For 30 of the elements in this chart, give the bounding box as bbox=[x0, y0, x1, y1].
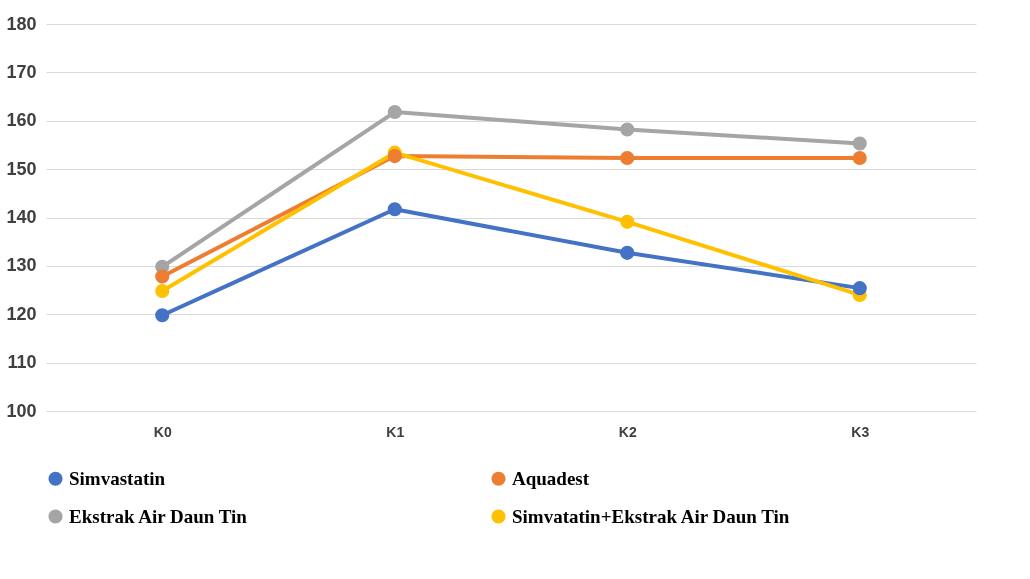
point bbox=[620, 245, 635, 260]
x-tick-label: K3 bbox=[851, 423, 870, 440]
x-tick-label: K0 bbox=[153, 423, 172, 440]
point bbox=[155, 283, 170, 299]
point bbox=[620, 122, 635, 137]
legend-label: Ekstrak Air Daun Tin bbox=[69, 505, 248, 527]
point bbox=[155, 269, 170, 284]
y-tick-label: 180 bbox=[6, 13, 37, 34]
legend-label: Simvatatin+Ekstrak Air Daun Tin bbox=[512, 505, 790, 527]
point bbox=[387, 149, 402, 164]
x-tick-label: K2 bbox=[618, 423, 637, 440]
point bbox=[852, 281, 867, 296]
y-tick-label: 160 bbox=[6, 110, 37, 131]
legend-label: Simvastatin bbox=[69, 467, 166, 489]
y-tick-label: 150 bbox=[6, 158, 37, 179]
point bbox=[620, 150, 635, 166]
x-tick-label: K1 bbox=[386, 423, 405, 440]
y-tick-label: 170 bbox=[6, 61, 37, 82]
point bbox=[387, 104, 402, 120]
point bbox=[387, 202, 402, 217]
y-tick-label: 130 bbox=[6, 255, 37, 276]
point bbox=[852, 136, 867, 151]
y-tick-label: 120 bbox=[6, 303, 37, 324]
y-tick-label: 110 bbox=[7, 352, 37, 373]
point bbox=[620, 214, 635, 229]
y-tick-label: 140 bbox=[6, 207, 37, 227]
point bbox=[155, 308, 170, 323]
point bbox=[852, 150, 867, 166]
y-tick-label: 100 bbox=[6, 400, 37, 421]
legend-label: Aquadest bbox=[512, 467, 590, 489]
